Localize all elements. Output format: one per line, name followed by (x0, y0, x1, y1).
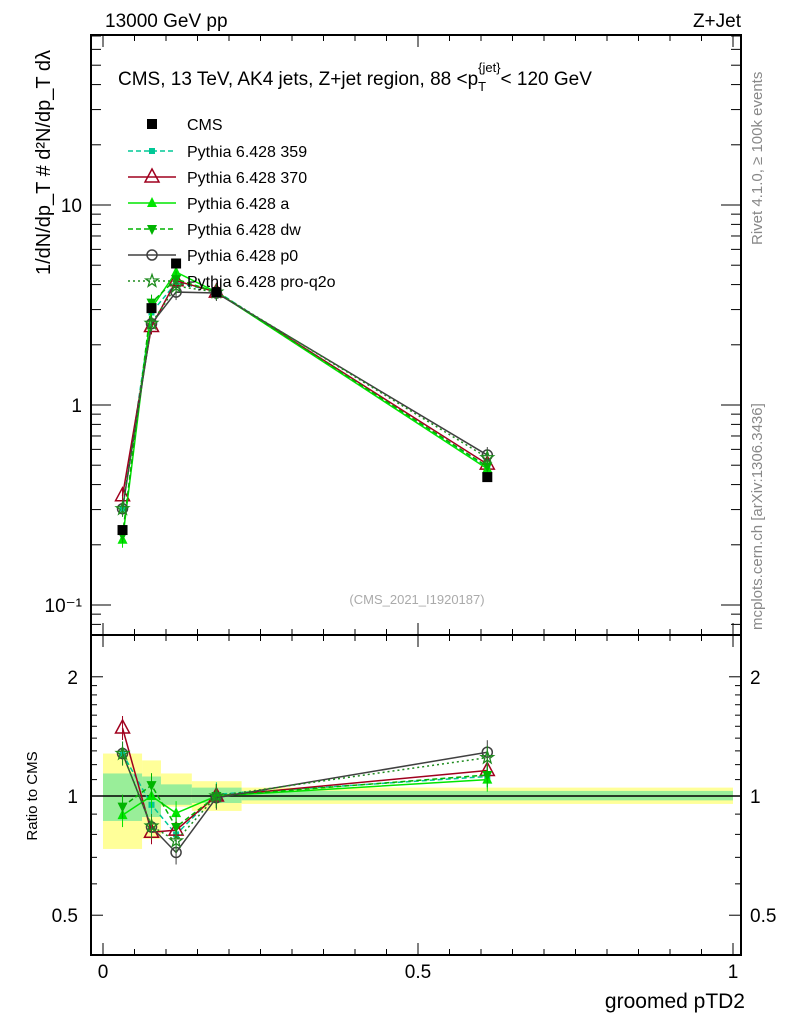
series-line (121, 282, 488, 509)
marker-triangle-up (171, 266, 182, 277)
marker-triangle-down (482, 770, 493, 781)
y-tick-label: 10⁻¹ (45, 596, 83, 617)
marker-star (208, 787, 225, 803)
legend-label: Pythia 6.428 p0 (187, 248, 298, 265)
series-pro-q2o (114, 277, 496, 853)
ratio-tick-label-right: 1 (750, 787, 761, 808)
marker-triangle-down (482, 462, 493, 473)
x-tick-label: 0.5 (405, 962, 431, 983)
legend: Pythia 6.428 359 Pythia 6.428 370 Pythia 6… (128, 117, 336, 291)
legend-label: Pythia 6.428 dw (187, 222, 301, 239)
marker-circle (146, 249, 158, 261)
axes: 0 0.5 1 10 1 10⁻¹ 2 2 1 1 0.5 0.5 (45, 34, 776, 983)
marker-triangle-up (171, 807, 182, 818)
marker-square (147, 119, 157, 129)
title-main: CMS, 13 TeV, AK4 jets, Z+jet region, 88 … (118, 69, 478, 90)
marker-square (149, 148, 155, 154)
marker-square (171, 258, 182, 269)
legend-label: Pythia 6.428 359 (187, 144, 307, 161)
rivet-label: Rivet 4.1.0, ≥ 100k events (749, 72, 766, 245)
series-line (121, 271, 488, 540)
svg-text:CMS, 13 TeV, AK4 jets, Z+jet r: CMS, 13 TeV, AK4 jets, Z+jet region, 88 … (118, 60, 592, 94)
title-tail: < 120 GeV (501, 69, 593, 90)
marker-square (117, 525, 128, 536)
y-tick-label: 1 (71, 396, 82, 417)
series-line (121, 278, 488, 536)
ratio-y-label: Ratio to CMS (24, 751, 41, 840)
marker-star (143, 272, 161, 288)
title-sub: T (478, 79, 486, 94)
title-sup: {jet} (478, 60, 501, 75)
mcplots-label: mcplots.cern.ch [arXiv:1306.3436] (749, 403, 766, 630)
marker-square (482, 472, 493, 483)
marker-star (479, 749, 496, 765)
marker-star (168, 277, 185, 294)
marker-square (146, 303, 157, 314)
series-line (121, 279, 488, 496)
legend-label: CMS (187, 117, 223, 134)
header-left: 13000 GeV pp (105, 11, 228, 32)
marker-triangle-down (171, 823, 182, 834)
x-tick-label: 1 (728, 962, 739, 983)
marker-star (479, 449, 496, 465)
ratio-tick-label: 1 (67, 787, 78, 808)
marker-triangle-down (146, 781, 157, 792)
series-cms-data (117, 258, 493, 536)
y-axis-label: 1/dN/dp_T # d²N/dp_T dλ (33, 50, 55, 275)
x-tick-label: 0 (98, 962, 109, 983)
marker-triangle (114, 718, 131, 734)
series-layer (114, 258, 496, 865)
legend-label: Pythia 6.428 370 (187, 170, 307, 187)
marker-triangle-up (147, 197, 157, 207)
ratio-frame (90, 634, 742, 956)
plot-title: CMS, 13 TeV, AK4 jets, Z+jet region, 88 … (118, 60, 592, 94)
band-inner (160, 784, 192, 805)
series-line (121, 291, 488, 509)
marker-star (143, 817, 160, 833)
legend-label: Pythia 6.428 pro-q2o (187, 274, 336, 291)
legend-label: Pythia 6.428 a (187, 196, 289, 213)
marker-triangle (143, 167, 161, 183)
series-370 (114, 271, 496, 845)
header-right: Z+Jet (693, 11, 742, 32)
ratio-tick-label-right: 0.5 (750, 906, 776, 927)
series-dw (117, 271, 493, 840)
series-line (121, 285, 488, 509)
ratio-tick-label-right: 2 (750, 668, 761, 689)
marker-triangle-down (117, 802, 128, 813)
marker-triangle-down (147, 225, 157, 235)
x-axis-label: groomed pTD2 (605, 990, 745, 1013)
watermark: (CMS_2021_I1920187) (349, 592, 484, 607)
marker-star (114, 745, 131, 761)
marker-star (168, 832, 185, 848)
marker-star (143, 314, 160, 331)
ratio-tick-label: 0.5 (52, 906, 78, 927)
ratio-tick-label: 2 (67, 668, 78, 689)
marker-star (114, 500, 131, 516)
y-tick-label: 10 (61, 196, 82, 217)
marker-square (211, 287, 222, 298)
